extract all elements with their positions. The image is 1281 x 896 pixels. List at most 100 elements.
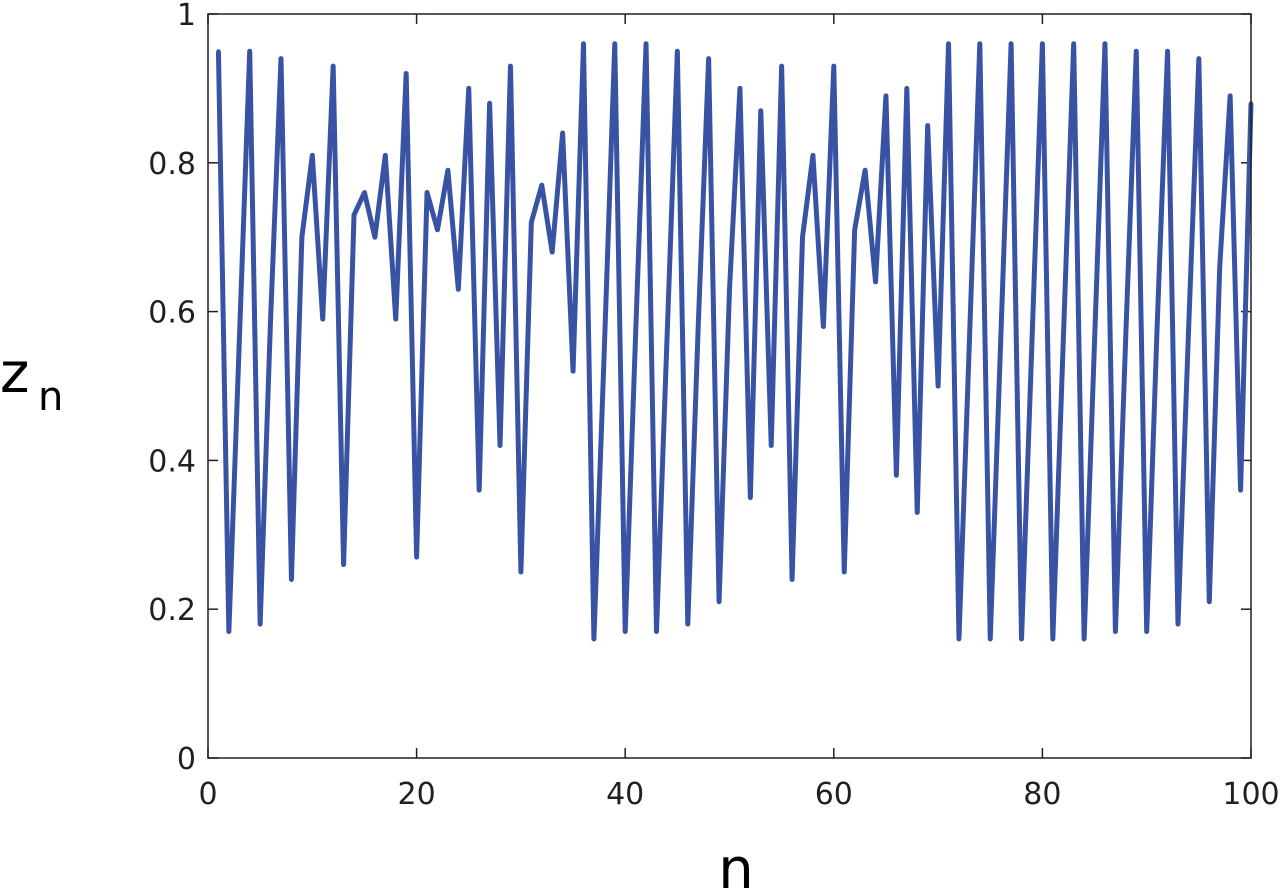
data-point xyxy=(685,622,690,627)
data-point xyxy=(1061,339,1066,344)
data-point xyxy=(623,629,628,634)
data-point xyxy=(539,183,544,188)
data-point xyxy=(769,443,774,448)
data-point xyxy=(894,473,899,478)
data-point xyxy=(289,577,294,582)
series-line xyxy=(215,41,1254,642)
data-point xyxy=(341,562,346,567)
data-point xyxy=(779,64,784,69)
data-point xyxy=(226,629,231,634)
y-tick-label: 0.8 xyxy=(148,147,196,182)
data-point xyxy=(1207,599,1212,604)
data-point xyxy=(727,287,732,292)
plot-frame xyxy=(207,13,1252,759)
y-tick-label: 0.6 xyxy=(148,296,196,331)
data-point xyxy=(331,64,336,69)
data-point xyxy=(299,235,304,240)
data-point xyxy=(237,339,242,344)
data-point xyxy=(279,56,284,61)
data-point xyxy=(268,317,273,322)
data-point xyxy=(654,629,659,634)
data-point xyxy=(800,235,805,240)
data-point xyxy=(1155,324,1160,329)
data-point xyxy=(550,250,555,255)
y-tick-label: 0 xyxy=(177,742,196,777)
data-point xyxy=(1123,331,1128,336)
data-point xyxy=(696,324,701,329)
data-point xyxy=(393,317,398,322)
data-point xyxy=(644,41,649,46)
data-point xyxy=(664,339,669,344)
data-point xyxy=(1175,622,1180,627)
data-point xyxy=(1019,636,1024,641)
y-axis-label-subscript: n xyxy=(38,374,63,420)
data-point xyxy=(883,93,888,98)
data-point xyxy=(258,622,263,627)
data-point xyxy=(529,220,534,225)
data-point xyxy=(1165,49,1170,54)
data-point xyxy=(1113,629,1118,634)
y-tick-labels: 0 0.2 0.4 0.6 0.8 1 xyxy=(148,0,196,777)
data-point xyxy=(988,636,993,641)
data-point xyxy=(977,41,982,46)
data-point xyxy=(998,339,1003,344)
data-point xyxy=(967,339,972,344)
data-point xyxy=(1186,331,1191,336)
data-point xyxy=(936,384,941,388)
data-point xyxy=(790,577,795,582)
data-point xyxy=(915,510,920,515)
data-point xyxy=(863,168,868,173)
data-point xyxy=(1029,339,1034,344)
data-point xyxy=(414,555,419,560)
data-point xyxy=(925,123,930,128)
data-point xyxy=(435,227,440,232)
data-point xyxy=(873,279,878,284)
data-point xyxy=(1102,41,1107,46)
data-point xyxy=(404,71,409,76)
data-point xyxy=(842,570,847,574)
data-point xyxy=(612,41,617,46)
data-point xyxy=(560,131,565,136)
data-point xyxy=(456,287,461,292)
data-point xyxy=(633,331,638,336)
data-point xyxy=(1071,41,1076,46)
data-point xyxy=(821,324,826,329)
data-point xyxy=(1238,488,1243,493)
data-point xyxy=(602,346,607,351)
data-point xyxy=(1050,636,1055,641)
data-point xyxy=(487,101,492,106)
data-point xyxy=(362,190,367,195)
data-point xyxy=(498,443,503,448)
data-point xyxy=(904,86,909,91)
data-point xyxy=(518,570,523,574)
data-point xyxy=(737,86,742,91)
data-point xyxy=(581,41,586,46)
data-point xyxy=(706,56,711,61)
data-point xyxy=(1082,636,1087,641)
x-tick-label: 20 xyxy=(398,777,436,812)
data-point xyxy=(216,49,221,54)
data-point xyxy=(352,212,357,217)
y-axis-label: z xyxy=(0,341,29,406)
data-point xyxy=(571,369,576,374)
data-point xyxy=(445,168,450,173)
data-point xyxy=(1009,41,1014,46)
data-point xyxy=(383,153,388,158)
x-tick-labels: 0 20 40 60 80 100 xyxy=(198,777,1279,812)
data-point xyxy=(1228,93,1233,98)
data-point xyxy=(831,64,836,69)
data-point xyxy=(1092,339,1097,344)
y-tick-label: 0.2 xyxy=(148,593,196,628)
data-point xyxy=(1144,629,1149,634)
data-point xyxy=(466,86,471,91)
data-point xyxy=(320,317,325,322)
data-point xyxy=(956,636,961,641)
data-point xyxy=(372,235,377,240)
data-point xyxy=(675,49,680,54)
data-point xyxy=(310,153,315,158)
y-tick-label: 1 xyxy=(177,0,196,33)
data-point xyxy=(477,488,482,493)
x-tick-label: 0 xyxy=(198,777,217,812)
data-point xyxy=(591,636,596,641)
